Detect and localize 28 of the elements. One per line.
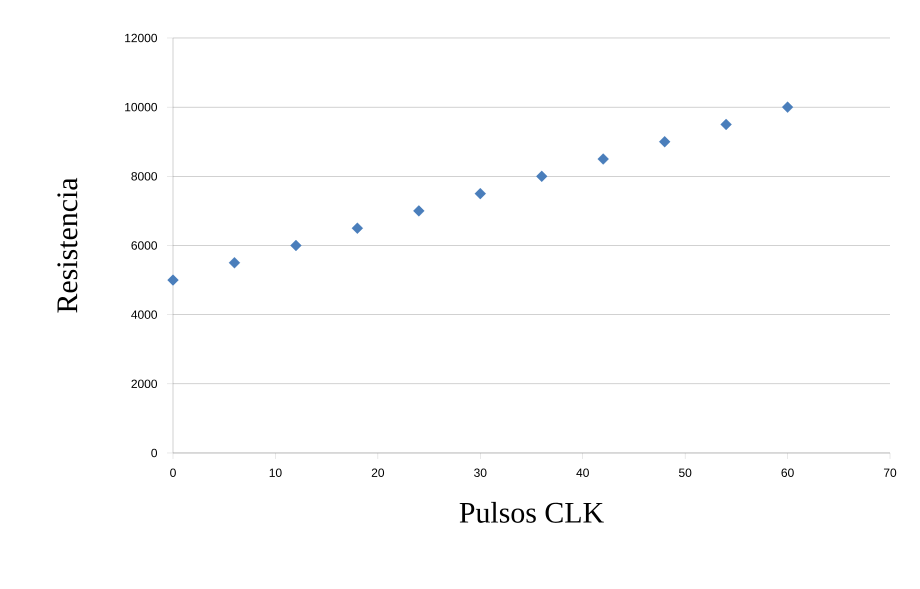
y-tick-label: 10000 [125,102,158,112]
point [167,274,179,286]
x-tick-label: 0 [170,468,176,477]
y-tick-label: 4000 [131,310,158,319]
x-axis-title: Pulsos CLK [460,502,604,523]
x-tick-label: 60 [782,468,794,477]
x-tick-label: 50 [678,468,692,477]
y-tick-label: 0 [151,448,158,458]
point [720,118,732,130]
point [658,136,670,148]
point [536,170,548,182]
y-tick-label: 2000 [131,380,158,388]
x-tick-label: 30 [474,468,486,477]
x-tick-label: 10 [270,468,282,477]
point [598,153,609,165]
x-tick-label: 20 [372,468,384,477]
y-tick-label: 6000 [132,241,158,250]
point [352,222,364,234]
point [413,205,425,217]
x-tick-label: 70 [884,468,896,477]
x-tick-label: 40 [576,468,589,477]
y-tick-label: 12000 [125,34,158,42]
point [228,257,240,268]
point [782,101,794,113]
y-tick-label: 8000 [131,172,158,181]
point [290,240,302,252]
point [474,188,486,200]
y-axis-title: Resistencia [57,178,78,313]
